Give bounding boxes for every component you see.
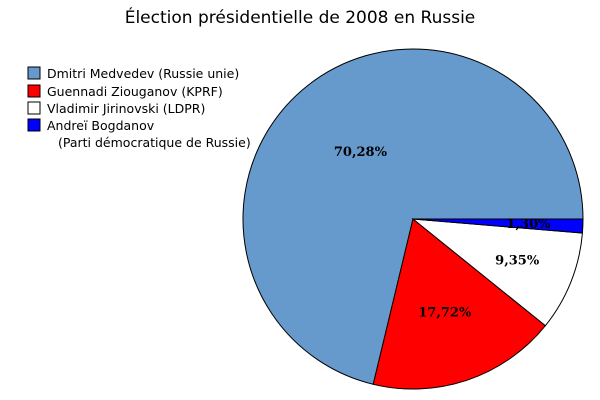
data-label-ziouganov: 17,72% [418, 305, 472, 320]
pie-slices [242, 48, 584, 390]
data-label-bogdanov: 1,30% [506, 217, 551, 232]
data-label-jirinovski: 9,35% [495, 254, 540, 269]
legend-label-medvedev: Dmitri Medvedev (Russie unie) [47, 66, 239, 81]
legend-swatch-ziouganov [27, 84, 41, 98]
data-label-medvedev: 70,28% [334, 145, 388, 160]
legend-label-jirinovski: Vladimir Jirinovski (LDPR) [47, 101, 205, 116]
legend-label-ziouganov: Guennadi Ziouganov (KPRF) [47, 84, 223, 99]
pie-slice-ziouganov [372, 218, 547, 390]
legend-label-bogdanov-party: (Parti démocratique de Russie) [58, 135, 251, 150]
pie-data-labels: 70,28% 17,72% 9,35% 1,30% [334, 145, 551, 320]
pie-slice-bogdanov [412, 218, 584, 234]
pie-slice-jirinovski [411, 218, 583, 327]
legend-swatch-jirinovski [27, 101, 41, 115]
legend-label-bogdanov: Andreï Bogdanov [47, 118, 155, 133]
legend-swatch-bogdanov [27, 118, 41, 132]
pie-slice-medvedev [242, 48, 584, 385]
legend-swatch-medvedev [27, 66, 41, 80]
legend: Dmitri Medvedev (Russie unie) Guennadi Z… [27, 66, 251, 150]
chart-title: Élection présidentielle de 2008 en Russi… [125, 6, 476, 28]
